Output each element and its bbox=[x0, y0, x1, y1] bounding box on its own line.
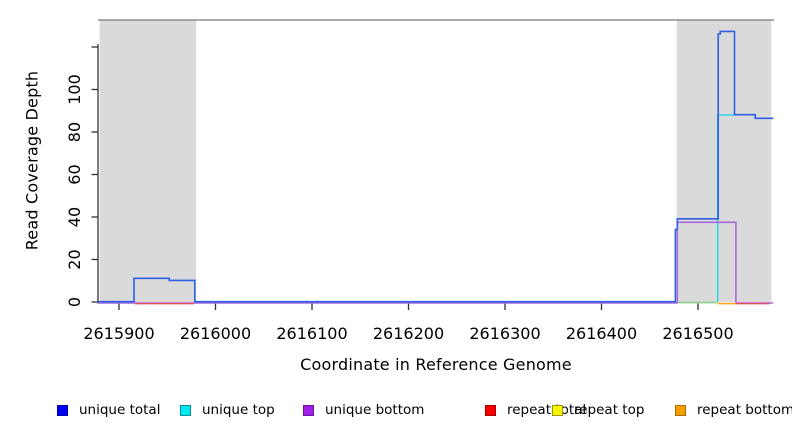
y-tick-label: 80 bbox=[65, 122, 84, 142]
y-tick-label: 0 bbox=[65, 297, 84, 307]
legend-swatch-icon bbox=[485, 404, 496, 416]
legend-label: repeat top bbox=[574, 402, 645, 418]
y-tick-label: 100 bbox=[65, 74, 84, 105]
x-tick-label: 2616200 bbox=[373, 324, 444, 343]
legend-swatch-icon bbox=[552, 404, 563, 416]
legend-label: unique bottom bbox=[325, 402, 425, 418]
legend-label: unique top bbox=[202, 402, 275, 418]
x-tick-label: 2615900 bbox=[83, 324, 154, 343]
x-tick-label: 2616300 bbox=[469, 324, 540, 343]
legend-swatch-icon bbox=[675, 404, 686, 416]
y-tick-label: 40 bbox=[65, 207, 84, 227]
legend-item-repeat-top: repeat top bbox=[552, 402, 644, 418]
legend-item-repeat-total: repeat total bbox=[485, 402, 586, 418]
legend-item-unique-bottom: unique bottom bbox=[303, 402, 424, 418]
series-unique-bottom bbox=[97, 221, 774, 304]
x-tick-label: 2616100 bbox=[276, 324, 347, 343]
y-tick-label: 20 bbox=[65, 249, 84, 269]
series-unique-total bbox=[97, 30, 774, 303]
repeat-region bbox=[676, 20, 772, 302]
x-tick-label: 2616500 bbox=[662, 324, 733, 343]
legend-swatch-icon bbox=[57, 404, 68, 416]
x-axis-title: Coordinate in Reference Genome bbox=[300, 355, 572, 374]
repeat-region bbox=[99, 20, 197, 302]
x-tick-label: 2616400 bbox=[566, 324, 637, 343]
y-tick-label: 60 bbox=[65, 164, 84, 184]
legend-label: unique total bbox=[79, 402, 161, 418]
x-tick-label: 2616000 bbox=[180, 324, 251, 343]
legend-swatch-icon bbox=[180, 404, 191, 416]
y-axis-title: Read Coverage Depth bbox=[22, 70, 42, 251]
legend-label: repeat bottom bbox=[697, 402, 792, 418]
legend-swatch-icon bbox=[303, 404, 314, 416]
legend-item-unique-total: unique total bbox=[57, 402, 160, 418]
legend-label: repeat total bbox=[507, 402, 587, 418]
legend-item-unique-top: unique top bbox=[180, 402, 275, 418]
legend-item-repeat-bottom: repeat bottom bbox=[675, 402, 792, 418]
